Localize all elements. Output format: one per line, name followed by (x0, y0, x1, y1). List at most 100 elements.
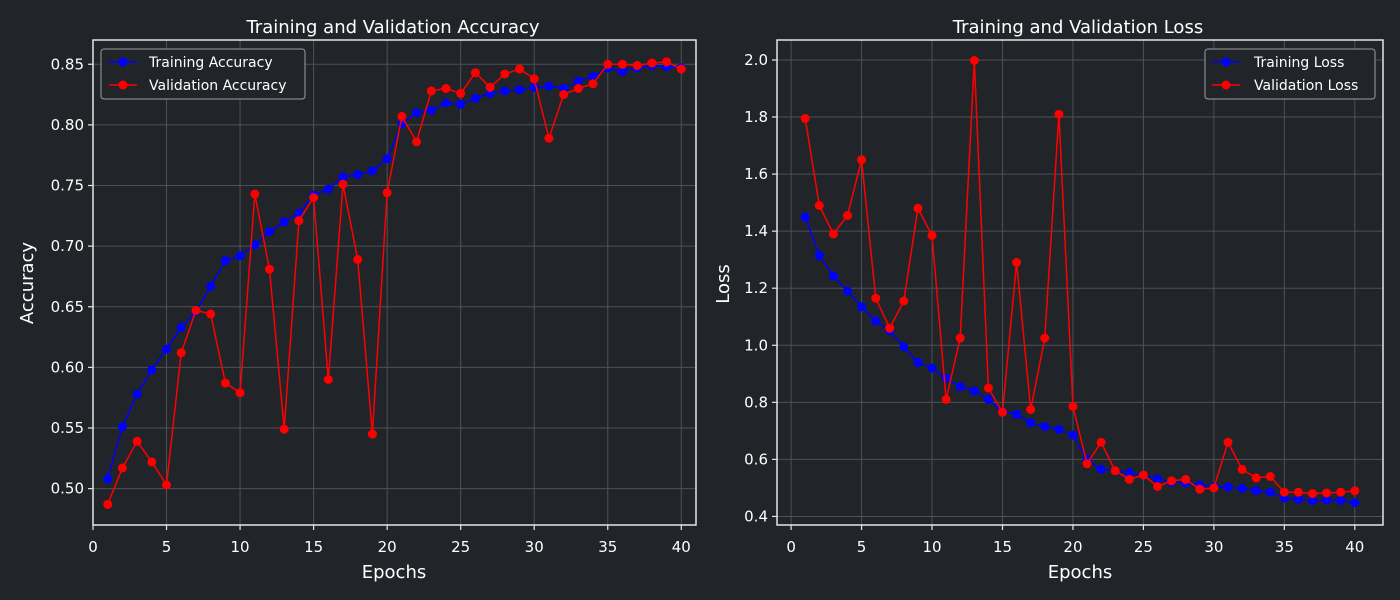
loss-y-tick-label: 1.6 (744, 165, 768, 183)
loss-series-1-point (1054, 109, 1064, 119)
accuracy-series-1-point (294, 216, 304, 226)
accuracy-series-1-point (426, 86, 436, 96)
accuracy-series-0-point (367, 166, 377, 176)
loss-x-tick-label: 30 (1204, 538, 1223, 556)
accuracy-series-1-point (220, 378, 230, 388)
accuracy-series-1-point (588, 79, 598, 89)
loss-series-1-point (1096, 437, 1106, 447)
accuracy-series-0-point (323, 184, 333, 194)
accuracy-series-1-point (500, 69, 510, 79)
accuracy-series-0-point (235, 251, 245, 261)
loss-x-tick-label: 35 (1275, 538, 1294, 556)
loss-series-0-point (1153, 474, 1162, 484)
loss-x-tick-label: 0 (786, 538, 796, 556)
loss-series-1-point (1138, 470, 1148, 480)
accuracy-series-0-point (500, 86, 510, 96)
loss-series-1-point (857, 155, 867, 165)
accuracy-series-1-point (485, 82, 495, 92)
loss-series-1-point (1026, 405, 1036, 414)
accuracy-y-tick-label: 0.65 (51, 298, 84, 316)
accuracy-series-1-point (338, 179, 348, 189)
loss-series-1-point (983, 383, 993, 393)
accuracy-series-1-point (676, 64, 686, 74)
loss-series-1-point (1293, 487, 1303, 497)
loss-series-0-point (1012, 409, 1022, 419)
accuracy-series-1-point (441, 84, 451, 93)
accuracy-series (103, 57, 686, 509)
loss-series-0-point (1336, 496, 1346, 505)
accuracy-grid (92, 40, 696, 525)
loss-series-0-point (1054, 424, 1064, 434)
loss-series-0-point (814, 250, 824, 260)
accuracy-series-1-point (367, 429, 377, 439)
loss-legend-box (1204, 48, 1376, 100)
accuracy-series-0-point (103, 474, 113, 484)
accuracy-x-tick-label: 25 (451, 538, 470, 556)
accuracy-series-1-point (250, 189, 260, 199)
accuracy-x-tick-label: 35 (598, 538, 617, 556)
loss-series-1-point (1251, 473, 1261, 483)
accuracy-plot-frame (92, 39, 697, 526)
loss-y-tick-label: 0.8 (744, 393, 768, 411)
loss-series-0-point (828, 271, 838, 281)
loss-series-1-point (828, 229, 838, 239)
legend-validation-loss-label: Validation Loss (1254, 78, 1358, 94)
loss-series-0-point (969, 386, 979, 396)
accuracy-series-1-point (662, 57, 672, 67)
loss-ticks: 0 5 10 15 20 25 30 35 40 0.4 0.6 0.8 1.0 1.2 1.4 1.6 1.8… (744, 51, 1364, 556)
accuracy-series-1-point (603, 59, 613, 69)
loss-series-1-point (814, 201, 824, 210)
accuracy-series-1-point (147, 457, 157, 467)
loss-series-0-point (1124, 468, 1134, 478)
accuracy-y-tick-label: 0.55 (51, 419, 84, 437)
accuracy-x-tick-label: 20 (378, 538, 397, 556)
loss-series-0-point (1251, 486, 1261, 496)
accuracy-series-1-point (412, 137, 422, 147)
loss-y-tick-label: 1.2 (744, 279, 768, 297)
accuracy-series-0-point (117, 422, 127, 432)
loss-series-0-point (1265, 487, 1275, 497)
accuracy-series-1-point (470, 68, 480, 78)
accuracy-legend-box (100, 48, 306, 100)
loss-x-tick-label: 5 (857, 538, 867, 556)
loss-series-0-point (1293, 494, 1303, 504)
loss-series-1-point (800, 114, 810, 123)
loss-series-0-point (1026, 418, 1036, 428)
accuracy-y-tick-label: 0.70 (51, 237, 84, 255)
accuracy-series-1-point (456, 88, 466, 98)
loss-x-tick-label: 10 (922, 538, 941, 556)
loss-series-1-point (1209, 483, 1219, 493)
accuracy-y-tick-label: 0.60 (51, 358, 84, 376)
loss-x-tick-label: 15 (993, 538, 1012, 556)
loss-x-tick-label: 20 (1063, 538, 1082, 556)
loss-series-1-point (955, 333, 965, 343)
loss-y-tick-label: 0.6 (744, 450, 768, 468)
loss-x-tick-label: 25 (1134, 538, 1153, 556)
loss-series-1-point (1082, 459, 1092, 469)
loss-series-1-point (998, 407, 1007, 417)
accuracy-series-1-point (573, 84, 583, 93)
legend-training-accuracy-label: Training Accuracy (148, 55, 273, 71)
loss-series-1-point (1279, 487, 1289, 497)
accuracy-series-1-point (353, 255, 363, 264)
accuracy-series-0-point (412, 108, 422, 118)
loss-series-0-point (1223, 482, 1233, 492)
accuracy-series-1-point (235, 388, 245, 398)
accuracy-x-tick-label: 30 (525, 538, 544, 556)
accuracy-legend: Training Accuracy Validation Accuracy (100, 48, 306, 100)
loss-series-0-point (927, 363, 937, 373)
accuracy-series-1-point (309, 193, 319, 203)
loss-chart: Training and Validation Loss 0 5 10 15 20 25 3… (713, 17, 1384, 583)
loss-series-1-point (1322, 488, 1332, 498)
loss-series (800, 56, 1360, 508)
accuracy-series-1-point (529, 74, 539, 84)
legend-training-loss-label: Training Loss (1253, 55, 1344, 71)
loss-series-1-point (1040, 333, 1050, 343)
accuracy-series-1-point (103, 499, 113, 509)
accuracy-series-0-point (162, 344, 171, 354)
accuracy-series-1-point (191, 305, 201, 315)
legend-training-accuracy-marker (118, 57, 128, 67)
loss-series-1-point (1110, 466, 1120, 476)
loss-series-0-point (1308, 496, 1317, 506)
